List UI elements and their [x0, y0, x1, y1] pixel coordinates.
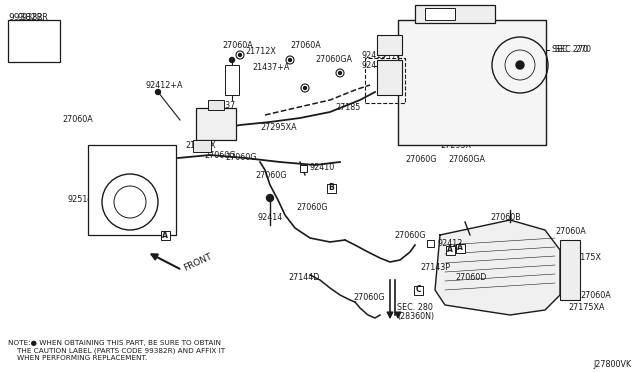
Text: 21437: 21437 — [210, 100, 236, 109]
Text: 27060G: 27060G — [225, 154, 257, 163]
Text: 27060G: 27060G — [255, 170, 287, 180]
Text: 27060A: 27060A — [62, 115, 93, 125]
Bar — [326, 183, 335, 192]
Bar — [193, 140, 211, 152]
Bar — [415, 5, 495, 23]
Text: 27175X: 27175X — [570, 253, 601, 263]
Text: 27185: 27185 — [335, 103, 360, 112]
Text: 99382R: 99382R — [18, 13, 49, 22]
Bar — [88, 145, 176, 235]
Text: 27060GA: 27060GA — [315, 55, 352, 64]
Text: J27800VK: J27800VK — [594, 360, 632, 369]
Bar — [8, 20, 60, 62]
Text: 27143P: 27143P — [420, 263, 450, 273]
Bar — [300, 164, 307, 171]
Bar — [225, 65, 239, 95]
Text: A: A — [457, 244, 463, 253]
Text: 27060D: 27060D — [455, 273, 486, 282]
Text: 27060G: 27060G — [394, 231, 426, 240]
Text: 92419+A: 92419+A — [395, 68, 433, 77]
Text: △: △ — [14, 22, 22, 32]
Circle shape — [156, 90, 161, 94]
Text: 92419: 92419 — [392, 83, 417, 93]
Text: 92419+A: 92419+A — [361, 51, 399, 60]
Text: 92580: 92580 — [450, 89, 476, 97]
Circle shape — [239, 54, 241, 57]
Text: 27060A: 27060A — [555, 228, 586, 237]
Text: 27295XA: 27295XA — [260, 124, 296, 132]
Text: 21712X: 21712X — [245, 48, 276, 57]
Text: 27060G: 27060G — [296, 203, 328, 212]
Bar — [560, 240, 580, 300]
Text: 27060G: 27060G — [405, 155, 436, 164]
Text: 27060B: 27060B — [490, 214, 521, 222]
Bar — [365, 58, 405, 103]
Text: 21437+A: 21437+A — [252, 64, 289, 73]
Text: 92419: 92419 — [361, 61, 387, 70]
Circle shape — [516, 61, 524, 69]
Text: 27175XA: 27175XA — [568, 304, 605, 312]
Text: NOTE:● WHEN OBTAINING THIS PART, BE SURE TO OBTAIN
    THE CAUTION LABEL (PARTS : NOTE:● WHEN OBTAINING THIS PART, BE SURE… — [8, 340, 225, 360]
Text: 92412+A: 92412+A — [145, 80, 182, 90]
Text: 92414: 92414 — [258, 214, 284, 222]
Bar — [398, 20, 546, 145]
Bar — [456, 244, 465, 253]
Text: SEC. 280: SEC. 280 — [397, 304, 433, 312]
Text: 27295X: 27295X — [440, 141, 471, 150]
Text: 21710X: 21710X — [185, 141, 216, 150]
Bar — [161, 231, 170, 240]
Text: 27144D: 27144D — [288, 273, 319, 282]
Text: 92410: 92410 — [310, 164, 335, 173]
Text: 27060GA: 27060GA — [448, 155, 485, 164]
Bar — [377, 35, 402, 55]
Circle shape — [230, 58, 234, 62]
Text: 99382R: 99382R — [8, 13, 43, 22]
Polygon shape — [435, 220, 560, 315]
Text: SEC. 270: SEC. 270 — [555, 45, 591, 55]
Text: FRONT: FRONT — [182, 251, 214, 273]
Text: 27060G: 27060G — [353, 294, 385, 302]
Bar — [196, 108, 236, 140]
Text: A: A — [162, 231, 168, 240]
Text: 27060A: 27060A — [580, 291, 611, 299]
Text: B: B — [328, 183, 334, 192]
Text: 92412: 92412 — [437, 238, 462, 247]
Circle shape — [266, 195, 273, 202]
Text: SEC. 270: SEC. 270 — [552, 45, 588, 55]
Text: 27060G: 27060G — [204, 151, 236, 160]
Bar — [208, 100, 224, 110]
Text: 92580: 92580 — [430, 93, 456, 102]
Text: 27060A: 27060A — [290, 41, 321, 49]
Text: 27060A: 27060A — [222, 41, 253, 49]
Bar — [413, 285, 422, 295]
Bar — [426, 240, 433, 247]
Bar — [445, 246, 454, 254]
Text: C: C — [415, 285, 421, 295]
Bar — [425, 8, 455, 20]
Bar — [377, 60, 402, 95]
Text: A: A — [447, 246, 453, 254]
Text: 92516: 92516 — [68, 196, 93, 205]
Circle shape — [289, 58, 291, 61]
Circle shape — [303, 87, 307, 90]
Circle shape — [339, 71, 342, 74]
Text: (28360N): (28360N) — [397, 311, 434, 321]
